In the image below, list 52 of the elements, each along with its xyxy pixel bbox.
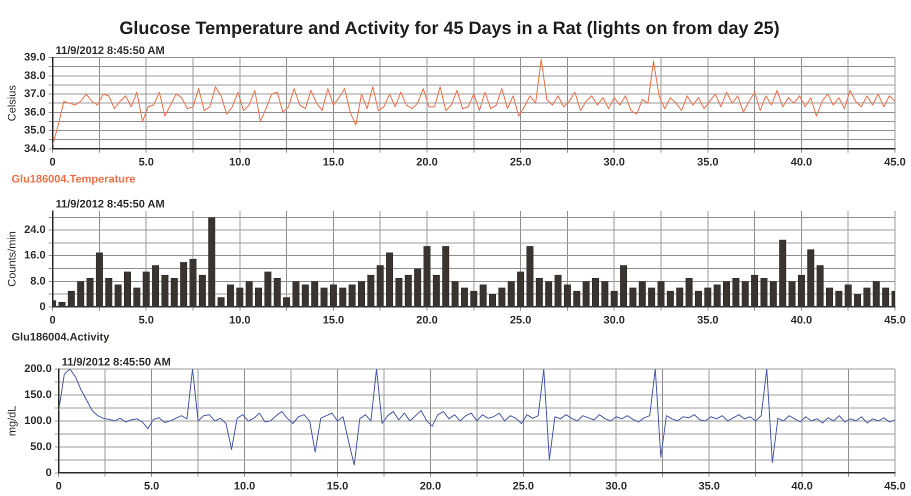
x-tick-label: 20.0 — [416, 156, 438, 168]
y-tick-label: 36.0 — [24, 106, 46, 118]
x-tick-label: 25.0 — [510, 156, 532, 168]
x-tick-label: 35.0 — [698, 480, 720, 492]
x-tick-label: 30.0 — [603, 156, 625, 168]
y-tick-label: 100.0 — [24, 414, 52, 427]
y-tick-label: 37.0 — [24, 88, 46, 100]
x-tick-label: 10.0 — [229, 314, 251, 326]
y-tick-label: 0 — [46, 466, 52, 479]
text: Glu186004.Activity — [12, 332, 110, 344]
x-tick-label: 15.0 — [322, 314, 344, 326]
y-tick-label: 38.0 — [24, 70, 46, 82]
y-axis-title: Counts/min — [6, 231, 19, 287]
y-tick-label: 8.0 — [30, 275, 46, 288]
x-tick-label: 45.0 — [884, 480, 906, 492]
y-tick-label: 24.0 — [24, 224, 46, 236]
y-tick-label: 16.0 — [24, 250, 46, 262]
y-tick-label: 0 — [39, 300, 46, 313]
y-tick-label: 34.0 — [24, 142, 46, 155]
x-tick-label: 45.0 — [884, 314, 906, 326]
y-tick-label: 39.0 — [24, 52, 46, 64]
x-tick-label: 20.0 — [420, 480, 442, 492]
x-tick-label: 5.0 — [138, 156, 154, 168]
x-tick-label: 45.0 — [884, 156, 906, 168]
y-tick-label: 35.0 — [24, 124, 46, 137]
x-tick-label: 35.0 — [697, 156, 719, 168]
x-tick-label: 40.0 — [791, 480, 813, 492]
x-tick-label: 10.0 — [229, 156, 251, 168]
x-tick-label: 25.0 — [510, 314, 532, 326]
text: 11/9/2012 8:45:50 AM — [62, 356, 171, 369]
x-tick-label: 15.0 — [322, 156, 344, 168]
text: 11/9/2012 8:45:50 AM — [56, 45, 165, 58]
y-axis-title: Celsius — [6, 84, 19, 122]
y-tick-label: 150.0 — [24, 388, 52, 401]
text: Glu186004.Temperature — [12, 174, 136, 186]
x-tick-label: 40.0 — [790, 314, 812, 326]
x-tick-label: 5.0 — [144, 480, 160, 492]
x-tick-label: 5.0 — [138, 314, 154, 326]
y-tick-label: 50.0 — [30, 440, 52, 453]
x-tick-label: 35.0 — [697, 314, 719, 326]
x-tick-label: 40.0 — [790, 156, 812, 168]
x-tick-label: 30.0 — [606, 480, 627, 492]
x-tick-label: 25.0 — [512, 480, 534, 492]
x-tick-label: 30.0 — [603, 314, 625, 326]
y-tick-label: 200.0 — [24, 363, 52, 376]
x-tick-label: 0 — [56, 480, 62, 492]
x-tick-label: 15.0 — [326, 480, 348, 492]
y-axis-title: mg/dL — [6, 406, 19, 436]
x-tick-label: 20.0 — [416, 314, 438, 326]
chart-title: Glucose Temperature and Activity for 45 Days in a Rat (lights on from day 25) — [119, 18, 780, 38]
text: 11/9/2012 8:45:50 AM — [56, 198, 165, 211]
x-tick-label: 10.0 — [234, 480, 256, 492]
